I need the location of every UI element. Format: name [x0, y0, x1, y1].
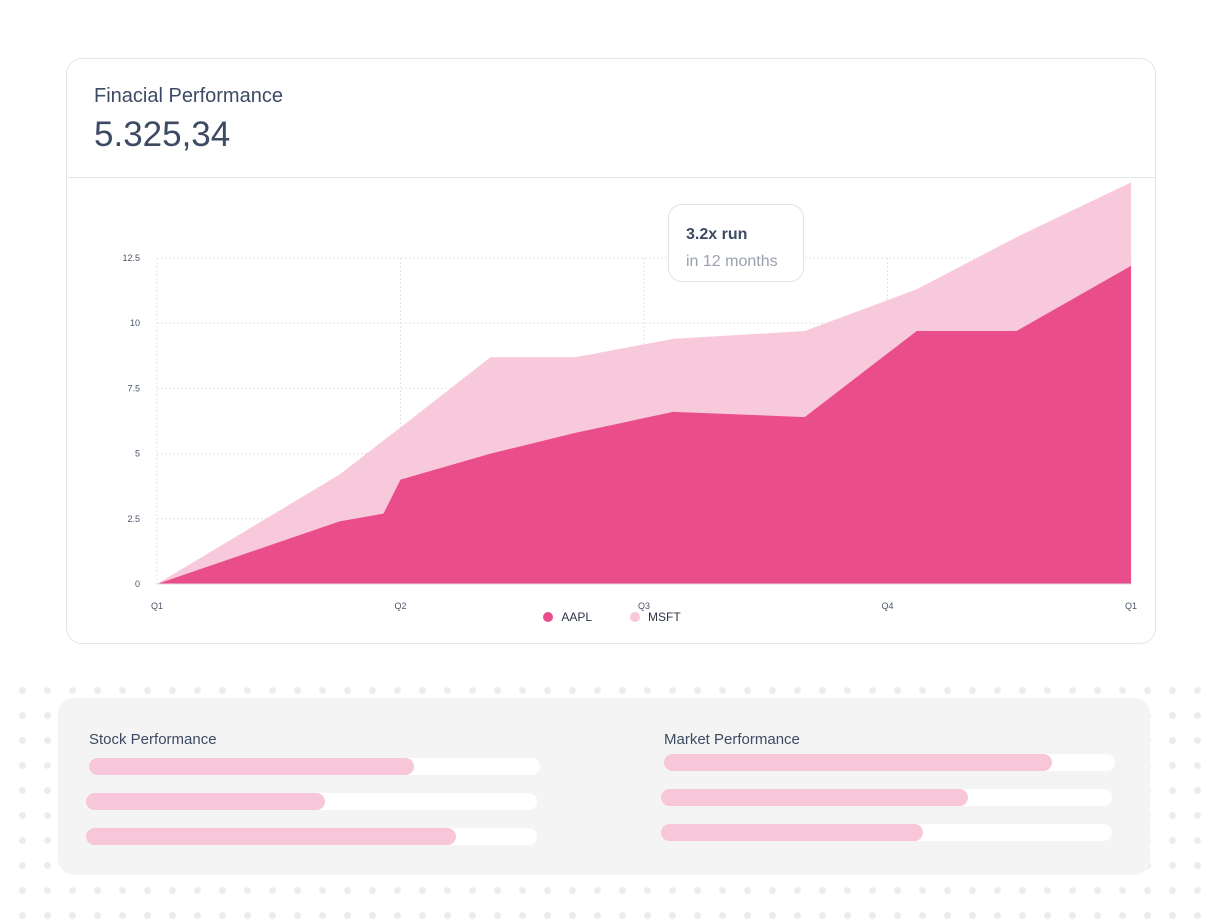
legend-item-aapl[interactable]: AAPL [543, 610, 592, 624]
tooltip-title: 3.2x run [686, 226, 748, 243]
y-tick-label-0: 0 [135, 579, 140, 589]
chart-tooltip: 3.2x run in 12 months [668, 204, 804, 282]
chart-legend: AAPL MSFT [67, 610, 1155, 624]
area-series-aapl [157, 265, 1131, 584]
y-tick-label-4: 10 [130, 318, 140, 328]
market-bar-track-3 [661, 824, 1112, 841]
x-tick-label-2: Q3 [638, 601, 650, 611]
x-tick-label-4: Q1 [1125, 601, 1137, 611]
financial-performance-card: Finacial Performance 5.325,34 0 2.5 5 7.5 10… [66, 58, 1156, 644]
legend-dot-msft [630, 612, 640, 622]
y-tick-label-3: 7.5 [127, 383, 140, 393]
market-bar-fill-3 [661, 824, 923, 841]
stock-bar-fill-3 [86, 828, 456, 845]
stock-bar-track-1 [89, 758, 540, 775]
stock-bar-track-3 [86, 828, 537, 845]
stock-bar-track-2 [86, 793, 537, 810]
stock-performance-title: Stock Performance [89, 731, 217, 748]
legend-item-msft[interactable]: MSFT [630, 610, 681, 624]
performance-panel: Stock Performance Market Performance [58, 698, 1150, 875]
x-tick-label-0: Q1 [151, 601, 163, 611]
legend-label-aapl: AAPL [561, 610, 592, 624]
y-tick-label-2: 5 [135, 449, 140, 459]
market-bar-track-1 [664, 754, 1115, 771]
x-tick-label-3: Q4 [881, 601, 893, 611]
x-tick-label-1: Q2 [394, 601, 406, 611]
area-chart: 0 2.5 5 7.5 10 12.5 Q1 Q2 Q3 Q4 Q1 [122, 182, 1137, 611]
card-value: 5.325,34 [94, 115, 231, 154]
market-bar-track-2 [661, 789, 1112, 806]
card-header: Finacial Performance 5.325,34 [67, 59, 1155, 178]
market-bar-fill-1 [664, 754, 1052, 771]
stock-bar-fill-2 [86, 793, 326, 810]
legend-dot-aapl [543, 612, 554, 622]
y-tick-label-1: 2.5 [127, 514, 140, 524]
market-bar-fill-2 [661, 789, 968, 806]
stock-bar-fill-1 [89, 758, 414, 775]
market-performance-title: Market Performance [664, 731, 800, 748]
tooltip-subtitle: in 12 months [686, 253, 778, 270]
card-title: Finacial Performance [94, 85, 283, 107]
legend-label-msft: MSFT [648, 610, 681, 624]
y-tick-label-5: 12.5 [122, 253, 140, 263]
